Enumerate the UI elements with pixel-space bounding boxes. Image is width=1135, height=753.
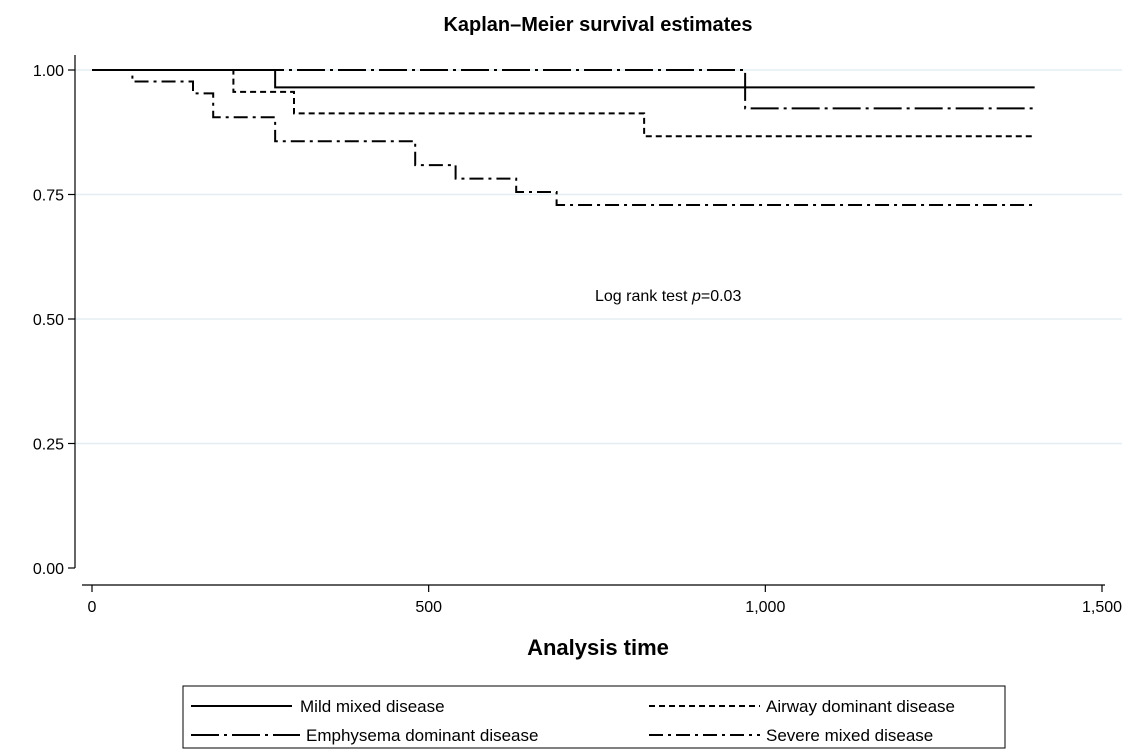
- legend-label-2: Emphysema dominant disease: [306, 726, 538, 745]
- legend-label-3: Severe mixed disease: [766, 726, 933, 745]
- series-line-3: [92, 69, 1035, 206]
- y-tick-label-3: 0.75: [33, 188, 64, 205]
- x-axis-label: Analysis time: [527, 635, 669, 660]
- y-tick-label-2: 0.50: [33, 312, 64, 329]
- chart-title: Kaplan–Meier survival estimates: [443, 14, 752, 36]
- x-tick-label-3: 1,500: [1082, 599, 1122, 616]
- x-tick-label-2: 1,000: [745, 599, 785, 616]
- x-tick-label-0: 0: [88, 599, 97, 616]
- y-tick-label-4: 1.00: [33, 63, 64, 80]
- annotation-suffix: =0.03: [701, 288, 742, 305]
- legend-label-0: Mild mixed disease: [300, 697, 445, 716]
- log-rank-annotation: Log rank test p=0.03: [595, 288, 741, 305]
- x-tick-label-1: 500: [415, 599, 442, 616]
- legend-label-1: Airway dominant disease: [766, 697, 955, 716]
- axes: 0.00 0.25 0.50 0.75 1.00 0 500 1,000 1,500: [33, 55, 1122, 616]
- annotation-italic-p: p: [691, 288, 701, 305]
- gridlines: [75, 69, 1122, 445]
- y-tick-label-1: 0.25: [33, 437, 64, 454]
- annotation-prefix: Log rank test: [595, 288, 692, 305]
- legend-box: [182, 685, 1006, 749]
- y-tick-label-0: 0.00: [33, 561, 64, 578]
- series-line-1: [92, 69, 1035, 138]
- legend: Mild mixed disease Airway dominant diseas…: [182, 685, 1006, 749]
- series-line-2: [92, 69, 1035, 110]
- series-lines: [92, 69, 1035, 206]
